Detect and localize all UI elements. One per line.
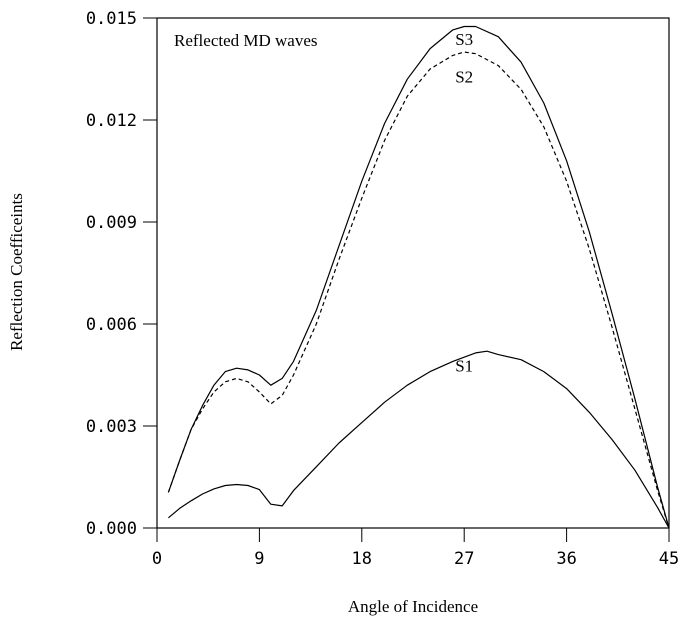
y-tick-label: 0.000 (86, 519, 137, 539)
x-axis-title: Angle of Incidence (348, 597, 478, 616)
x-tick-label: 18 (352, 549, 372, 569)
series-line-s3 (167, 25, 670, 529)
series-line-s2 (167, 51, 670, 529)
series-label-s3: S3 (455, 30, 473, 49)
x-tick-label: 45 (659, 549, 679, 569)
plot-area: 0 9 18 27 36 45 0.000 0.003 0.006 0.009 0.012 0.015… (86, 9, 679, 569)
y-tick-label: 0.003 (86, 417, 137, 437)
y-tick-label: 0.012 (86, 111, 137, 131)
series-label-s2: S2 (455, 68, 473, 87)
y-tick-label: 0.006 (86, 315, 137, 335)
y-tick-label: 0.009 (86, 213, 137, 233)
y-axis-title: Reflection Coefficeints (7, 193, 26, 351)
y-tick-label: 0.015 (86, 9, 137, 29)
x-tick-label: 0 (152, 549, 162, 569)
series-label-s1: S1 (455, 357, 473, 376)
x-tick-label: 9 (254, 549, 264, 569)
plot-frame (156, 17, 670, 529)
series-line-s1 (168, 350, 670, 529)
x-tick-label: 27 (454, 549, 474, 569)
chart-annotation: Reflected MD waves (174, 31, 318, 50)
x-tick-label: 36 (556, 549, 576, 569)
